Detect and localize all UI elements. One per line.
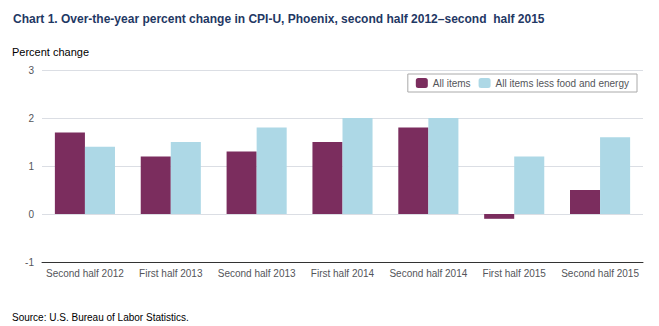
svg-text:Chart 1. Over-the-year percent: Chart 1. Over-the-year percent change in…	[13, 12, 545, 26]
svg-text:1: 1	[28, 161, 34, 172]
svg-text:First half 2013: First half 2013	[139, 268, 203, 279]
svg-text:All items: All items	[433, 78, 471, 89]
svg-text:First half 2015: First half 2015	[483, 268, 547, 279]
svg-text:Second half 2015: Second half 2015	[561, 268, 639, 279]
svg-text:First half 2014: First half 2014	[311, 268, 375, 279]
svg-text:Second half 2014: Second half 2014	[389, 268, 467, 279]
svg-text:Percent change: Percent change	[12, 46, 89, 58]
svg-text:2: 2	[28, 113, 34, 124]
svg-text:Second half 2013: Second half 2013	[218, 268, 296, 279]
svg-text:0: 0	[28, 209, 34, 220]
svg-text:All items less food and energy: All items less food and energy	[496, 78, 629, 89]
svg-text:-1: -1	[25, 257, 34, 268]
svg-text:Source: U.S. Bureau of Labor S: Source: U.S. Bureau of Labor Statistics.	[12, 312, 189, 323]
svg-text:Second half 2012: Second half 2012	[46, 268, 124, 279]
svg-text:3: 3	[28, 65, 34, 76]
